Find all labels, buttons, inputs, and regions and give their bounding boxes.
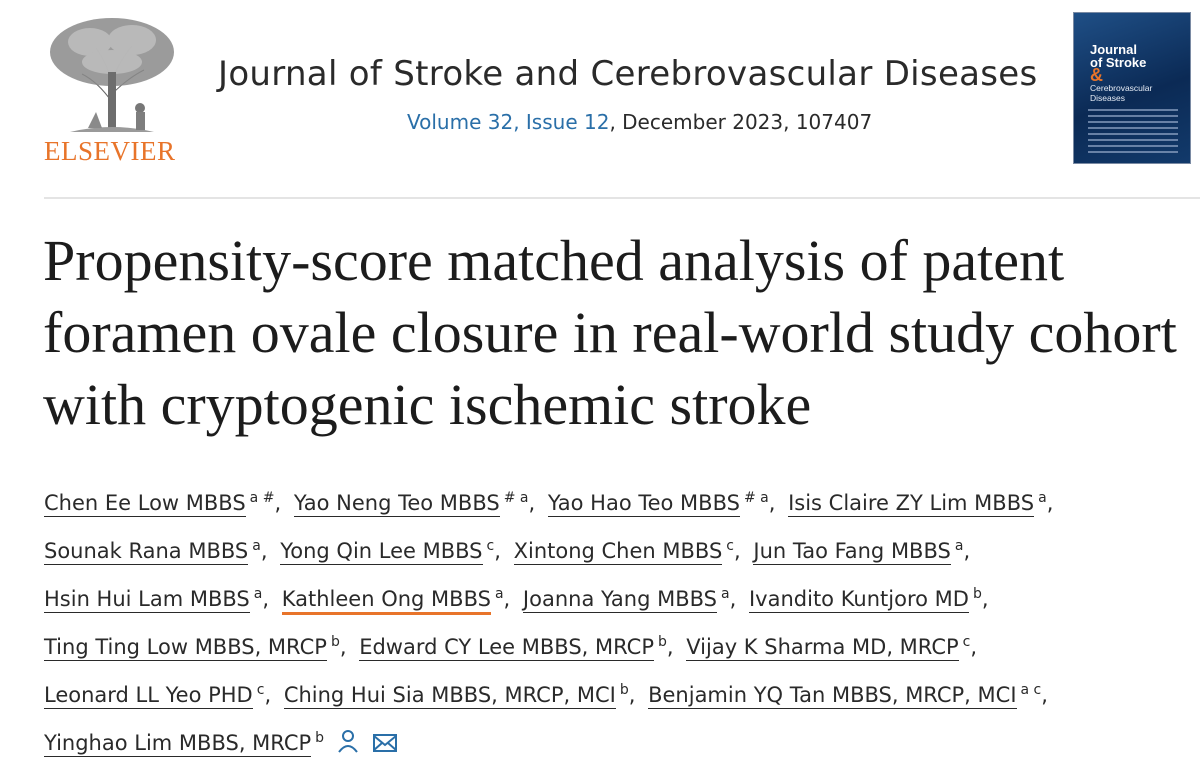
- author-name-link[interactable]: Yinghao Lim MBBS, MRCP: [44, 731, 312, 757]
- journal-title[interactable]: Journal of Stroke and Cerebrovascular Di…: [218, 54, 1038, 94]
- author-name-link[interactable]: Leonard LL Yeo PHD: [44, 683, 253, 709]
- author-item: Ting Ting Low MBBS, MRCP b,: [44, 634, 353, 661]
- author-item: Yao Hao Teo MBBS # a,: [547, 490, 782, 517]
- author-separator: ,: [628, 683, 636, 707]
- author-item: Chen Ee Low MBBS a #,: [44, 490, 287, 517]
- author-item: Yao Neng Teo MBBS # a,: [293, 490, 541, 517]
- author-separator: ,: [262, 587, 270, 611]
- author-affiliation-marker[interactable]: a: [253, 586, 263, 602]
- author-affiliation-marker[interactable]: # a: [743, 490, 769, 506]
- author-name-link[interactable]: Ting Ting Low MBBS, MRCP: [44, 635, 327, 661]
- article-header: ELSEVIER Journal of Stroke and Cerebrova…: [0, 0, 1200, 196]
- author-name-link[interactable]: Yao Hao Teo MBBS: [547, 491, 740, 517]
- author-item: Sounak Rana MBBS a,: [44, 538, 274, 565]
- author-affiliation-marker[interactable]: # a: [503, 490, 529, 506]
- author-separator: ,: [963, 539, 971, 563]
- author-affiliation-marker[interactable]: b: [619, 682, 629, 698]
- author-item: Ching Hui Sia MBBS, MRCP, MCI b,: [283, 682, 642, 709]
- author-affiliation-marker[interactable]: c: [486, 538, 495, 554]
- article-title: Propensity-score matched analysis of pat…: [43, 228, 1177, 437]
- cover-subtitle: Cerebrovascular Diseases: [1090, 83, 1153, 103]
- author-item: Edward CY Lee MBBS, MRCP b,: [359, 634, 679, 661]
- author-name-link[interactable]: Yao Neng Teo MBBS: [293, 491, 500, 517]
- author-name-link[interactable]: Joanna Yang MBBS: [522, 587, 718, 613]
- author-item: Jun Tao Fang MBBS a,: [753, 538, 976, 565]
- author-name-link[interactable]: Ivandito Kuntjoro MD: [748, 587, 969, 613]
- author-item: Joanna Yang MBBS a,: [522, 586, 742, 613]
- header-divider: [44, 197, 1200, 199]
- author-affiliation-marker[interactable]: a c: [1020, 682, 1042, 698]
- author-separator: ,: [274, 491, 282, 515]
- elsevier-tree-logo[interactable]: [40, 12, 182, 164]
- author-item: Xintong Chen MBBS c,: [513, 538, 747, 565]
- author-separator: ,: [981, 587, 989, 611]
- author-separator: ,: [970, 635, 978, 659]
- author-name-link[interactable]: Kathleen Ong MBBS: [281, 587, 491, 615]
- author-separator: ,: [768, 491, 776, 515]
- author-name-link[interactable]: Yong Qin Lee MBBS: [280, 539, 483, 565]
- author-item: Leonard LL Yeo PHD c,: [44, 682, 277, 709]
- author-separator: ,: [339, 635, 347, 659]
- publisher-name: ELSEVIER: [44, 136, 176, 166]
- author-affiliation-marker[interactable]: c: [256, 682, 265, 698]
- author-item: Ivandito Kuntjoro MD b,: [748, 586, 995, 613]
- author-name-link[interactable]: Xintong Chen MBBS: [513, 539, 723, 565]
- author-affiliation-marker[interactable]: a: [721, 586, 730, 602]
- author-name-link[interactable]: Sounak Rana MBBS: [44, 539, 249, 565]
- author-separator: ,: [494, 539, 501, 563]
- author-affiliation-marker[interactable]: b: [972, 586, 982, 602]
- author-name-link[interactable]: Edward CY Lee MBBS, MRCP: [359, 635, 654, 661]
- author-name-link[interactable]: Vijay K Sharma MD, MRCP: [686, 635, 959, 661]
- author-affiliation-marker[interactable]: a: [1038, 490, 1047, 506]
- author-name-link[interactable]: Jun Tao Fang MBBS: [753, 539, 951, 565]
- author-separator: ,: [729, 587, 737, 611]
- author-item: Benjamin YQ Tan MBBS, MRCP, MCI a c,: [648, 682, 1054, 709]
- author-affiliation-marker[interactable]: b: [330, 634, 340, 650]
- author-item: Isis Claire ZY Lim MBBS a,: [788, 490, 1059, 517]
- journal-cover-thumbnail[interactable]: Journal of Stroke & Cerebrovascular Dise…: [1073, 12, 1191, 164]
- author-affiliation-marker[interactable]: a: [954, 538, 964, 554]
- author-separator: ,: [666, 635, 674, 659]
- cover-text-lines: [1088, 109, 1178, 157]
- author-name-link[interactable]: Chen Ee Low MBBS: [44, 491, 246, 517]
- author-affiliation-marker[interactable]: a: [252, 538, 261, 554]
- author-separator: ,: [1046, 491, 1054, 515]
- author-affiliation-marker[interactable]: c: [726, 538, 734, 554]
- author-name-link[interactable]: Hsin Hui Lam MBBS: [44, 587, 250, 613]
- author-separator: ,: [528, 491, 536, 515]
- issue-line: Volume 32, Issue 12, December 2023, 1074…: [407, 110, 872, 134]
- author-affiliation-marker[interactable]: a #: [249, 490, 275, 506]
- person-icon[interactable]: [336, 726, 360, 769]
- author-name-link[interactable]: Ching Hui Sia MBBS, MRCP, MCI: [283, 683, 616, 709]
- author-item: Kathleen Ong MBBS a,: [281, 586, 517, 615]
- issue-date-article-number: , December 2023, 107407: [609, 110, 873, 134]
- author-separator: ,: [734, 539, 741, 563]
- cover-ampersand: &: [1090, 65, 1103, 85]
- author-separator: ,: [1041, 683, 1048, 707]
- author-item: Yong Qin Lee MBBS c,: [280, 538, 507, 565]
- author-separator: ,: [264, 683, 272, 707]
- author-item: Hsin Hui Lam MBBS a,: [44, 586, 275, 613]
- volume-issue-link[interactable]: Volume 32, Issue 12: [407, 110, 610, 134]
- author-affiliation-marker[interactable]: a: [494, 586, 504, 602]
- author-name-link[interactable]: Benjamin YQ Tan MBBS, MRCP, MCI: [648, 683, 1017, 709]
- mail-icon[interactable]: [372, 726, 398, 769]
- cover-title-line2: of Stroke: [1090, 55, 1147, 70]
- author-separator: ,: [260, 539, 268, 563]
- author-item: Yinghao Lim MBBS, MRCP b: [44, 730, 325, 757]
- author-separator: ,: [503, 587, 511, 611]
- cover-title-line1: Journal: [1090, 42, 1137, 57]
- author-affiliation-marker[interactable]: b: [658, 634, 667, 650]
- author-item: Vijay K Sharma MD, MRCP c,: [686, 634, 983, 661]
- author-affiliation-marker[interactable]: c: [962, 634, 971, 650]
- author-name-link[interactable]: Isis Claire ZY Lim MBBS: [788, 491, 1035, 517]
- author-affiliation-marker[interactable]: b: [315, 730, 325, 746]
- cover-title: Journal of Stroke & Cerebrovascular Dise…: [1090, 43, 1188, 103]
- author-list: Chen Ee Low MBBS a #, Yao Neng Teo MBBS # …: [44, 477, 1174, 769]
